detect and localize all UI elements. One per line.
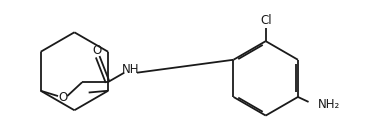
Text: O: O	[92, 44, 102, 57]
Text: O: O	[58, 91, 67, 104]
Text: NH₂: NH₂	[318, 98, 340, 111]
Text: NH: NH	[122, 63, 140, 76]
Text: Cl: Cl	[260, 14, 272, 27]
